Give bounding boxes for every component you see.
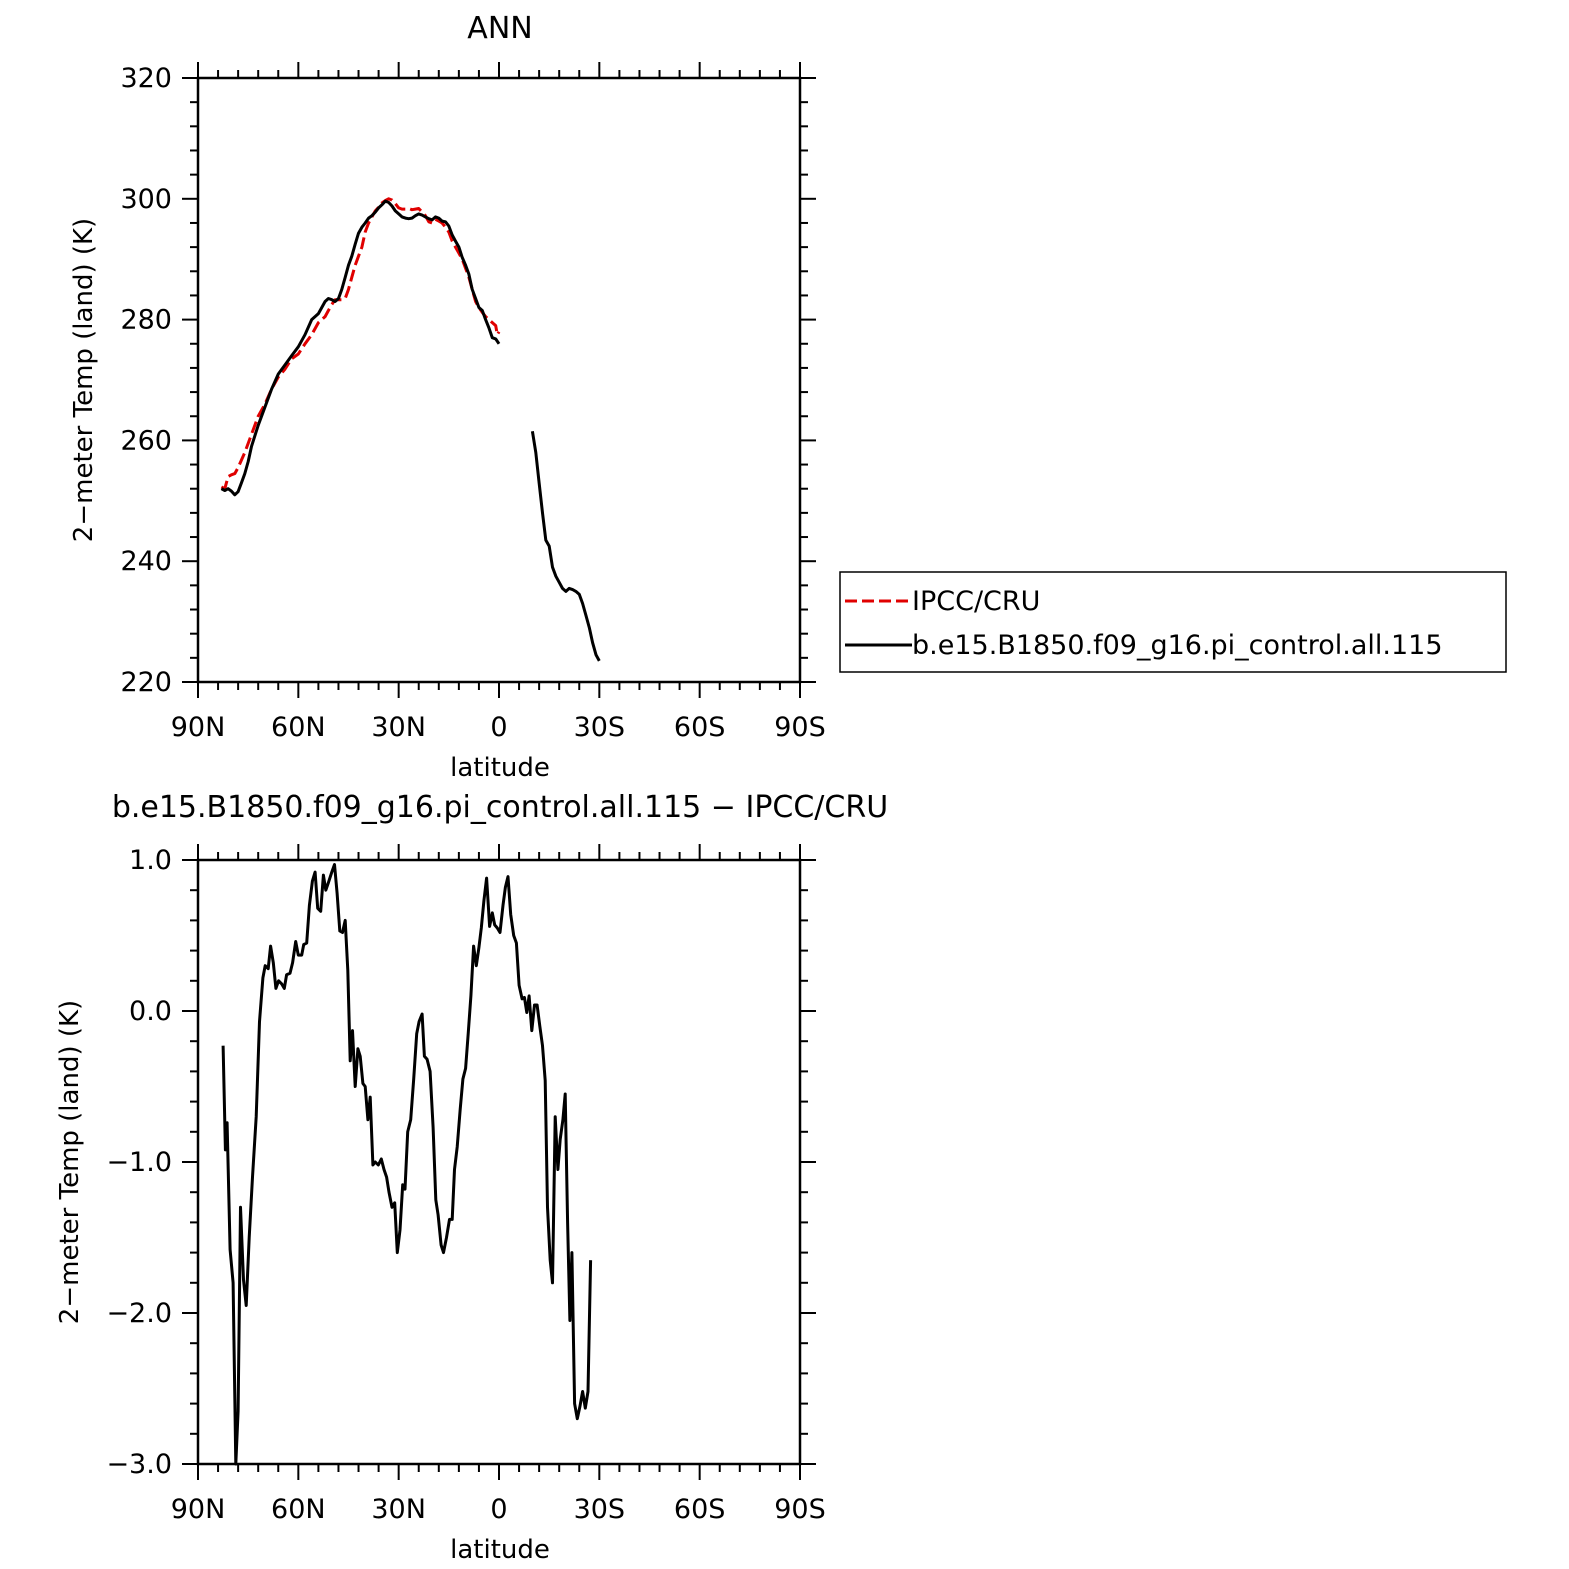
- y-tick-label: 1.0: [129, 845, 172, 876]
- x-tick-label: 60N: [271, 712, 326, 743]
- top-x-axis-label: latitude: [450, 753, 550, 783]
- x-tick-label: 30N: [371, 712, 426, 743]
- top-chart-title: ANN: [467, 11, 532, 46]
- legend: IPCC/CRU b.e15.B1850.f09_g16.pi_control.…: [839, 571, 1507, 673]
- y-tick-label: 0.0: [129, 996, 172, 1027]
- legend-box: [839, 571, 1507, 673]
- x-tick-label: 30N: [371, 1494, 426, 1525]
- y-tick-label: 240: [120, 546, 172, 577]
- y-tick-label: 260: [120, 425, 172, 456]
- x-tick-label: 90S: [774, 1494, 826, 1525]
- bottom-chart-axes: 90N 60N 30N 0 30S 60S 90S −3.0 −2.0 −1.0 0.0 1.0: [106, 844, 826, 1525]
- y-tick-label: −1.0: [106, 1147, 172, 1178]
- top-y-axis-label: 2−meter Temp (land) (K): [69, 218, 99, 542]
- x-tick-label: 90N: [171, 712, 226, 743]
- y-tick-label: 280: [120, 305, 172, 336]
- top-chart-series: [220, 197, 601, 662]
- x-tick-label: 90N: [171, 1494, 226, 1525]
- legend-label-model: b.e15.B1850.f09_g16.pi_control.all.115: [912, 630, 1443, 661]
- bottom-panel-chart: b.e15.B1850.f09_g16.pi_control.all.115 −…: [55, 790, 888, 1565]
- top-panel-chart: ANN 90N 60N 30N 0 30S 60S 90S 220 240 260 280 300 32…: [69, 11, 826, 783]
- top-plot-frame: [196, 76, 802, 684]
- series-line-0-1-0: [220, 199, 501, 497]
- top-chart-axes: 90N 60N 30N 0 30S 60S 90S 220 240 260 280 300 320: [120, 62, 826, 743]
- x-tick-label: 60N: [271, 1494, 326, 1525]
- legend-label-ipcc-cru: IPCC/CRU: [912, 586, 1040, 617]
- bottom-chart-series: [221, 863, 593, 1466]
- series-line-1-0-0: [221, 863, 593, 1466]
- y-tick-label: 300: [120, 184, 172, 215]
- series-line-0-1-1: [530, 431, 601, 662]
- x-tick-label: 60S: [674, 1494, 726, 1525]
- x-tick-label: 0: [490, 1494, 507, 1525]
- x-tick-label: 30S: [574, 712, 626, 743]
- y-tick-label: −2.0: [106, 1298, 172, 1329]
- y-tick-label: 220: [120, 667, 172, 698]
- bottom-plot-frame: [196, 858, 802, 1466]
- bottom-x-axis-label: latitude: [450, 1535, 550, 1565]
- bottom-y-axis-label: 2−meter Temp (land) (K): [55, 1000, 85, 1324]
- x-tick-label: 30S: [574, 1494, 626, 1525]
- x-tick-label: 90S: [774, 712, 826, 743]
- y-tick-label: 320: [120, 63, 172, 94]
- bottom-chart-title: b.e15.B1850.f09_g16.pi_control.all.115 −…: [112, 790, 888, 825]
- x-tick-label: 60S: [674, 712, 726, 743]
- y-tick-label: −3.0: [106, 1449, 172, 1480]
- x-tick-label: 0: [490, 712, 507, 743]
